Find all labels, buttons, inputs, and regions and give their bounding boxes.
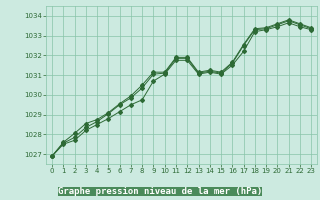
Text: Graphe pression niveau de la mer (hPa): Graphe pression niveau de la mer (hPa) (58, 186, 262, 196)
